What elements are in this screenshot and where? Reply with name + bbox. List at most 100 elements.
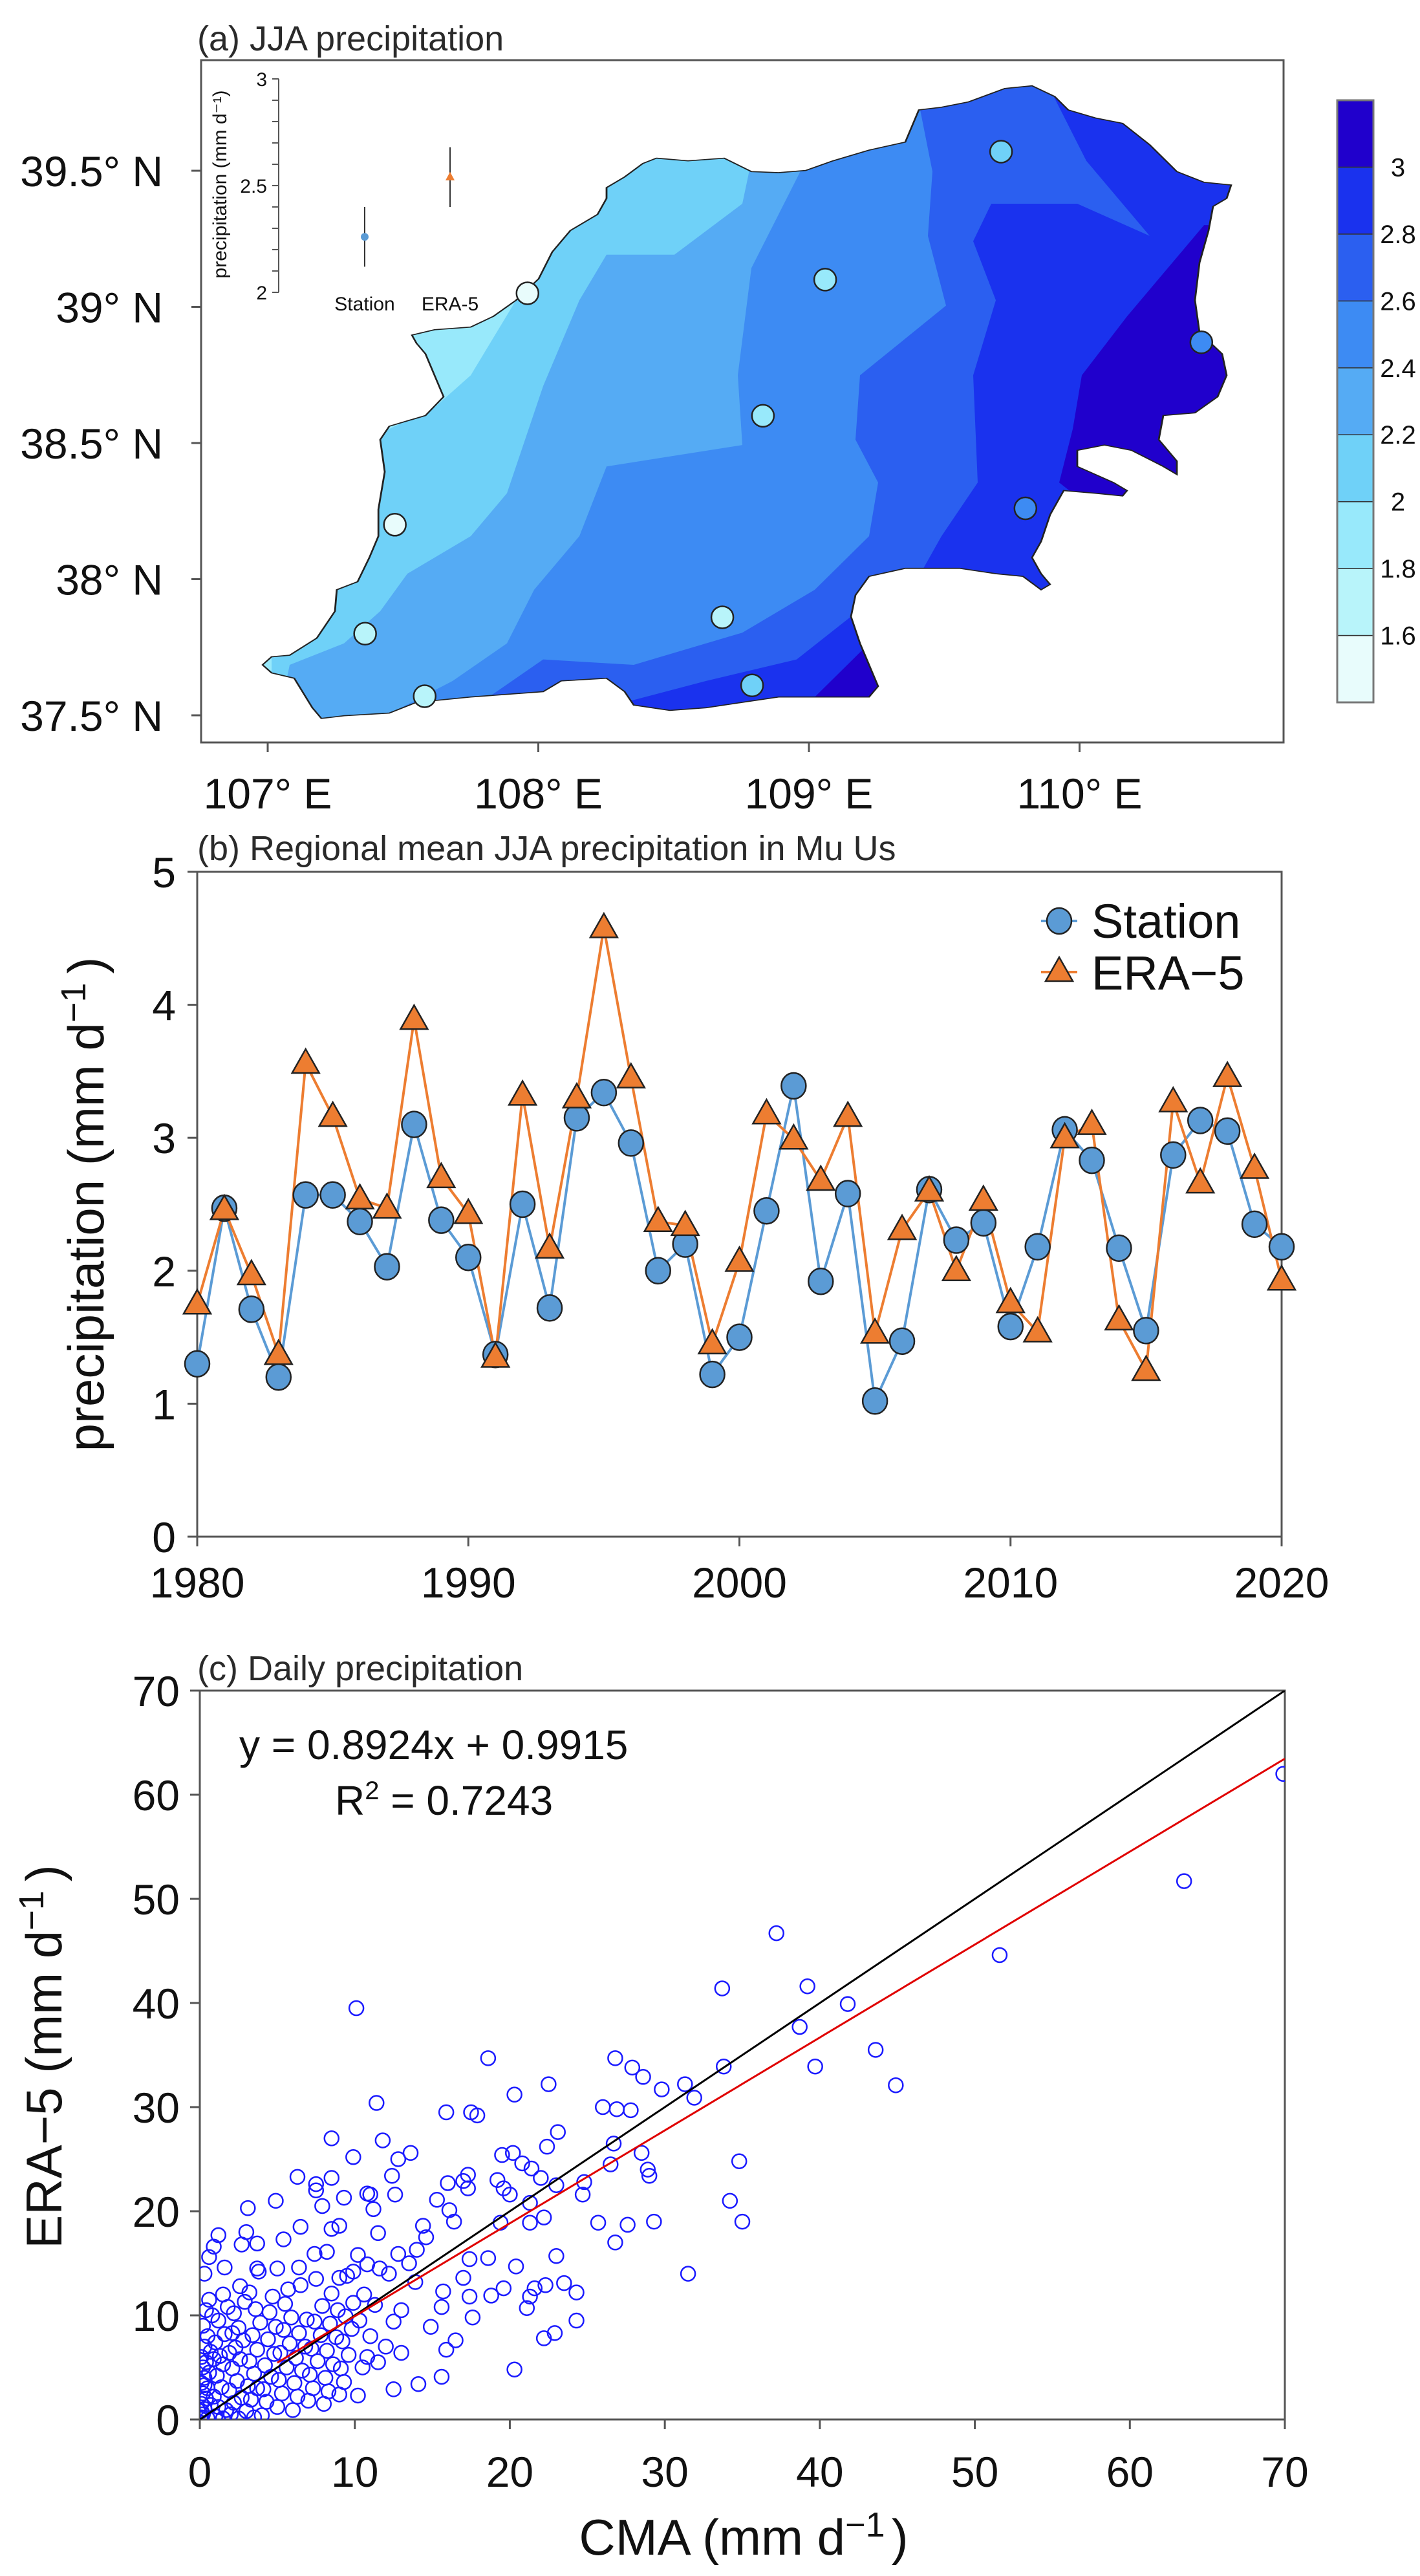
scatter-point — [374, 2132, 391, 2148]
station-point — [753, 1197, 780, 1225]
scatter-point — [260, 2331, 276, 2348]
scatter-point — [274, 2385, 290, 2401]
scatter-point — [200, 2396, 210, 2412]
scatter-point — [210, 2312, 227, 2329]
scatter-point — [301, 2366, 318, 2383]
scatter-point — [1176, 1873, 1192, 1889]
scatter-point — [646, 2213, 662, 2230]
y-tick-label: 4 — [152, 982, 176, 1030]
era5-point — [616, 1062, 646, 1088]
scatter-point — [455, 2269, 471, 2286]
scatter-point — [340, 2346, 357, 2363]
era5-point — [561, 1081, 592, 1109]
scatter-point — [289, 2169, 306, 2185]
scatter-point — [200, 2302, 214, 2319]
scatter-point — [715, 2058, 732, 2075]
x-tick-label: 1990 — [421, 1559, 516, 1607]
scatter-point — [215, 2286, 231, 2303]
scatter-point — [221, 2344, 237, 2361]
scatter-point — [677, 2076, 693, 2092]
scatter-point — [435, 2283, 451, 2300]
scatter-point — [261, 2304, 278, 2321]
station-point — [780, 1072, 807, 1100]
inset-category-label: ERA-5 — [422, 294, 479, 315]
x-tick-label: 2000 — [692, 1559, 787, 1607]
colorbar-label: 2.2 — [1380, 421, 1416, 449]
regression-line — [277, 1758, 1285, 2364]
scatter-point — [314, 2298, 330, 2314]
scatter-point — [387, 2186, 403, 2203]
scatter-point — [283, 2309, 299, 2326]
station-point — [455, 1243, 482, 1272]
lat-tick-label: 39° N — [56, 284, 163, 332]
x-tick-label: 2020 — [1234, 1559, 1329, 1607]
scatter-point — [539, 2138, 555, 2155]
scatter-point — [299, 2311, 315, 2328]
scatter-point — [226, 2305, 242, 2322]
scatter-point — [1275, 1766, 1285, 1782]
scatter-point — [336, 2374, 352, 2390]
scatter-point — [277, 2296, 294, 2312]
y-tick-label: 60 — [133, 1771, 180, 1819]
scatter-point — [307, 2246, 323, 2262]
legend-triangle-icon — [1044, 955, 1075, 982]
era5-point — [263, 1338, 294, 1365]
scatter-point — [268, 2192, 284, 2209]
colorbar-bin — [1337, 166, 1374, 235]
scatter-point — [350, 2247, 366, 2263]
lon-tick-label: 109° E — [745, 770, 874, 817]
scatter-point — [201, 2291, 217, 2308]
scatter-point — [339, 2268, 355, 2284]
scatter-point — [271, 2372, 287, 2388]
era5-point — [236, 1259, 266, 1286]
scatter-point — [414, 2218, 431, 2234]
scatter-point — [807, 2058, 823, 2075]
scatter-point — [255, 2381, 272, 2397]
x-tick-label: 30 — [641, 2448, 688, 2496]
scatter-point — [624, 2059, 641, 2076]
station-point — [808, 1267, 834, 1295]
scatter-point — [206, 2238, 222, 2255]
lat-tick-label: 37.5° N — [20, 692, 163, 740]
scatter-point — [291, 2325, 307, 2341]
scatter-point — [334, 2333, 350, 2350]
scatter-point — [867, 2042, 884, 2058]
station-point — [1079, 1146, 1105, 1174]
scatter-point — [200, 2317, 211, 2334]
era5-point — [1022, 1315, 1053, 1343]
station-marker — [710, 605, 735, 629]
era5-point — [1104, 1304, 1134, 1331]
scatter-point — [523, 2160, 540, 2177]
scatter-point — [249, 2341, 265, 2358]
station-point — [509, 1190, 536, 1218]
scatter-point — [460, 2180, 476, 2196]
scatter-point — [438, 2104, 455, 2121]
scatter-point — [381, 2266, 397, 2282]
panel-b-line-chart: (b) Regional mean JJA precipitation in M… — [54, 829, 1329, 1607]
era5-point — [317, 1100, 348, 1127]
x-tick-label: 10 — [331, 2448, 378, 2496]
scatter-point — [550, 2124, 566, 2140]
scatter-point — [641, 2168, 658, 2184]
colorbar-bin — [1337, 501, 1374, 569]
y-tick-label: 50 — [133, 1876, 180, 1923]
scatter-point — [991, 1947, 1008, 1964]
scatter-point — [654, 2081, 670, 2097]
scatter-point — [433, 2299, 450, 2315]
era5-point — [1131, 1354, 1161, 1381]
scatter-point — [292, 2277, 309, 2293]
scatter-point — [275, 2322, 292, 2338]
scatter-point — [348, 2000, 365, 2017]
inset-tick-label: 2 — [256, 283, 267, 304]
station-point — [997, 1312, 1024, 1341]
scatter-point — [522, 2288, 538, 2305]
colorbar-label: 1.6 — [1380, 622, 1416, 651]
scatter-point — [686, 2090, 702, 2106]
station-point — [1133, 1317, 1159, 1345]
scatter-point — [356, 2286, 372, 2303]
era5-point — [507, 1079, 538, 1106]
station-point — [1268, 1233, 1295, 1261]
colorbar-bin — [1337, 367, 1374, 435]
scatter-point — [264, 2288, 281, 2305]
lat-tick-label: 39.5° N — [20, 147, 163, 195]
